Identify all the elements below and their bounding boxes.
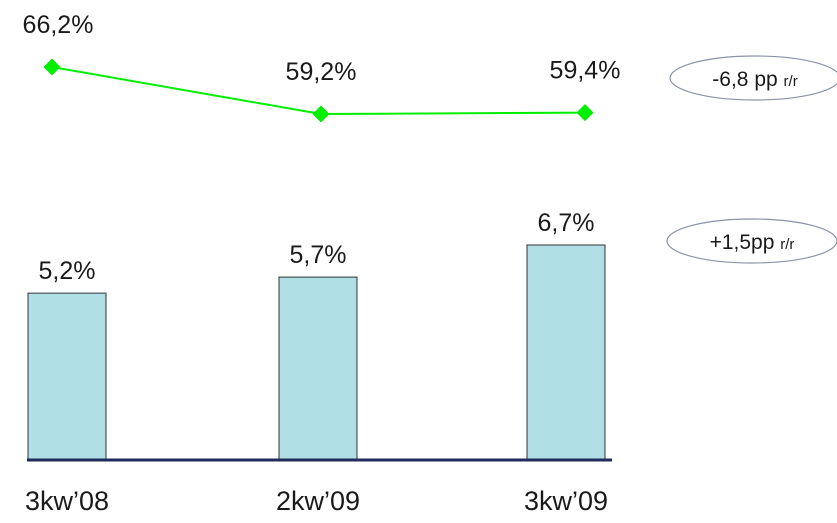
annotation: -6,8 pp r/r <box>712 68 797 91</box>
bar <box>526 244 606 461</box>
marker <box>43 58 61 76</box>
value-label: 66,2% <box>23 11 94 39</box>
annotation: +1,5pp r/r <box>710 231 795 254</box>
annotation-unit: r/r <box>784 73 798 90</box>
x-tick-label: 3kw’09 <box>524 486 608 516</box>
annotation-bubble <box>669 55 837 101</box>
value-label: 59,2% <box>286 58 357 86</box>
x-tick-label: 2kw’09 <box>276 486 360 516</box>
value-label: 6,7% <box>538 209 595 237</box>
annotation-unit: r/r <box>780 236 794 253</box>
x-tick-label: 3kw’08 <box>25 486 109 516</box>
value-label: 5,2% <box>39 257 96 285</box>
annotation-bubble <box>666 218 837 264</box>
annotation-text: +1,5pp <box>710 231 775 254</box>
marker <box>576 104 594 122</box>
value-label: 5,7% <box>290 241 347 269</box>
value-label: 59,4% <box>550 57 621 85</box>
annotation-text: -6,8 pp <box>712 68 777 91</box>
bar <box>27 292 107 461</box>
marker <box>312 105 330 123</box>
bar <box>278 276 358 461</box>
